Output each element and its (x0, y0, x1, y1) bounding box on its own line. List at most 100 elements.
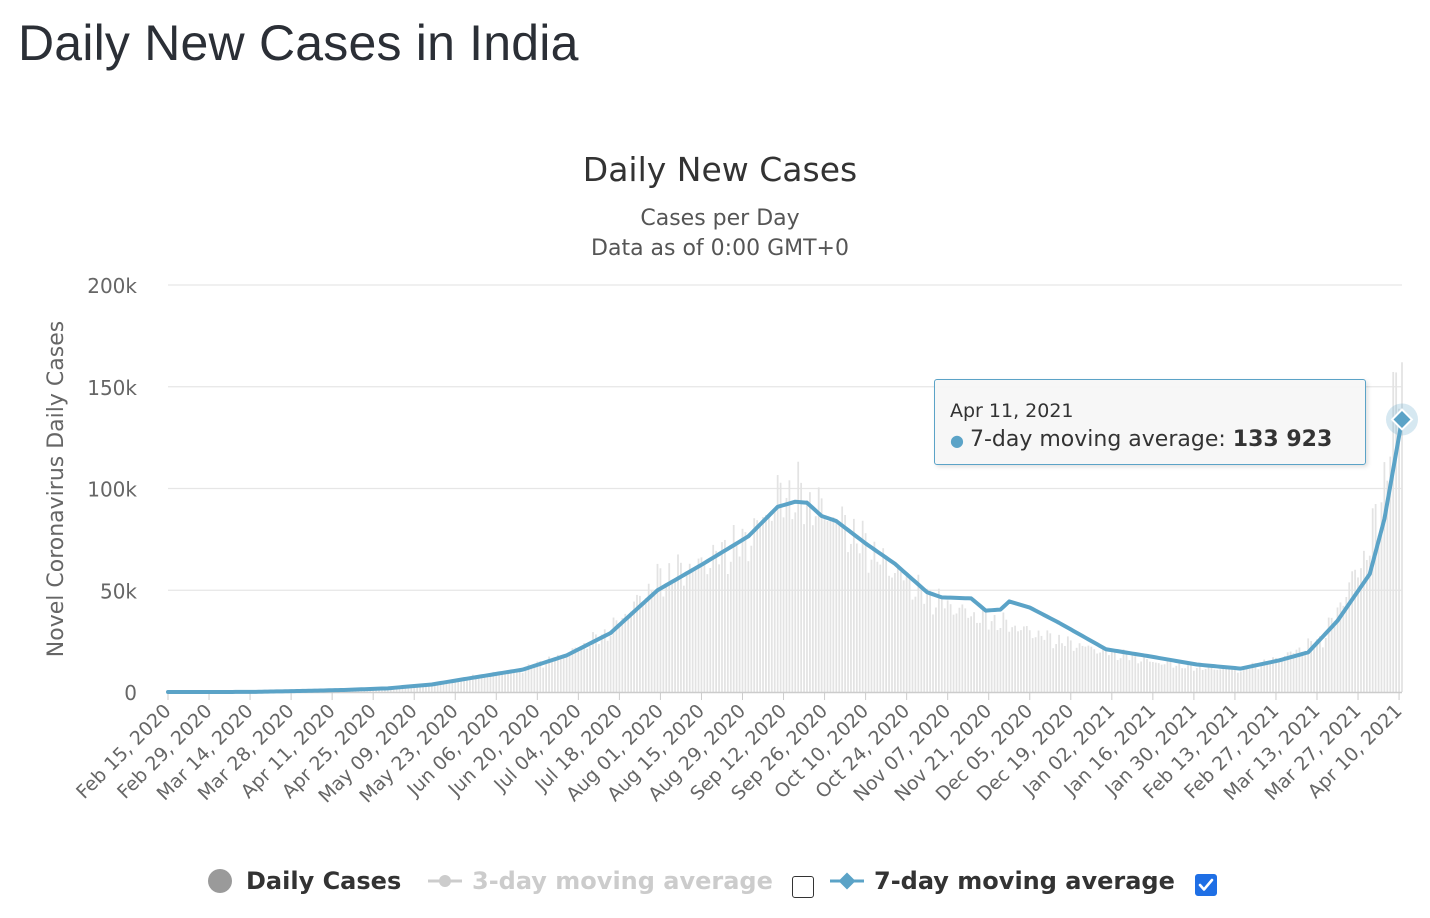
daily-bar (665, 583, 668, 692)
series-dot-icon: ● (950, 431, 964, 450)
daily-bar (1234, 667, 1236, 692)
daily-bar (1351, 571, 1354, 692)
daily-bar (1213, 669, 1216, 692)
daily-bar (685, 575, 688, 692)
daily-bar (1028, 630, 1031, 692)
daily-bar (633, 601, 635, 692)
daily-bar (1046, 630, 1049, 692)
daily-bar (756, 520, 759, 692)
y-tick-label: 150k (87, 376, 137, 400)
daily-bar (671, 581, 674, 692)
daily-bar (603, 629, 606, 692)
daily-bar (1069, 640, 1072, 692)
daily-bar (1116, 660, 1119, 692)
daily-bar (832, 517, 835, 692)
daily-bar (741, 528, 744, 692)
daily-bar (600, 634, 603, 692)
daily-bar (882, 548, 885, 692)
daily-bar (1066, 636, 1069, 692)
daily-bar (498, 674, 501, 692)
daily-bar (946, 600, 949, 692)
daily-bar (492, 671, 495, 692)
daily-bar (1371, 508, 1374, 692)
moving-average-line[interactable] (166, 403, 1418, 694)
daily-bar (512, 671, 515, 692)
daily-bar (1389, 456, 1392, 692)
daily-bar (427, 683, 430, 692)
daily-bar (1239, 671, 1242, 692)
daily-bar (1225, 668, 1228, 692)
daily-bar (1122, 649, 1125, 692)
daily-bar (1242, 666, 1245, 692)
daily-bar (615, 620, 618, 692)
daily-bar (1040, 635, 1043, 692)
daily-bar (433, 683, 436, 692)
daily-bar (1236, 672, 1239, 692)
daily-bar (1286, 652, 1289, 692)
daily-bar (422, 685, 424, 692)
daily-bar (1078, 643, 1081, 692)
daily-bar (1052, 648, 1055, 692)
daily-bar (1160, 664, 1163, 692)
daily-bar (469, 678, 471, 692)
daily-bar (401, 687, 404, 692)
daily-bar (1289, 651, 1292, 692)
daily-bar (902, 580, 905, 692)
daily-bar (694, 565, 697, 692)
daily-bar (392, 688, 395, 692)
daily-bar (788, 480, 791, 692)
daily-bar (518, 668, 521, 692)
daily-bar (861, 520, 864, 692)
daily-bar (1360, 568, 1362, 692)
daily-bar (990, 621, 993, 692)
daily-bar (1023, 626, 1025, 692)
daily-bar (1081, 645, 1084, 692)
daily-bar (466, 679, 468, 692)
daily-bar (1184, 668, 1186, 692)
daily-bar (589, 646, 591, 692)
daily-bar (659, 568, 662, 692)
daily-bar (1254, 662, 1257, 692)
daily-bar (580, 646, 583, 692)
daily-bar (425, 685, 427, 692)
checkbox-3-day-average[interactable] (792, 876, 814, 898)
ma7-line[interactable] (166, 417, 1404, 694)
daily-bar (952, 614, 955, 692)
daily-bar (495, 672, 498, 692)
daily-bar (439, 682, 442, 692)
daily-bar (973, 612, 975, 692)
daily-bar (732, 525, 735, 692)
daily-bar (539, 661, 542, 692)
daily-bar (445, 682, 448, 692)
legend-item-3-day-average[interactable]: 3-day moving average (428, 864, 773, 898)
legend-item-daily-cases[interactable]: Daily Cases (206, 864, 401, 898)
daily-bar (1354, 569, 1356, 692)
daily-bar (454, 679, 457, 692)
daily-bar (457, 681, 460, 692)
daily-bar (844, 514, 846, 692)
daily-bar (1310, 641, 1313, 692)
daily-bar (556, 654, 559, 692)
daily-bar (650, 590, 653, 692)
daily-bar (1336, 607, 1339, 692)
daily-bar (1017, 631, 1019, 692)
daily-bar (530, 666, 533, 692)
daily-bar (923, 603, 926, 692)
legend-item-7-day-average[interactable]: 7-day moving average (830, 864, 1175, 898)
daily-bar (398, 686, 401, 692)
daily-bar (521, 672, 524, 692)
checkbox-7-day-average[interactable] (1195, 874, 1217, 896)
daily-bar (1201, 669, 1204, 692)
daily-bar (680, 562, 682, 692)
daily-bar (1251, 662, 1254, 692)
daily-bar (1210, 666, 1213, 692)
daily-bar (841, 506, 844, 692)
daily-bar (1339, 602, 1342, 692)
daily-bar (759, 522, 761, 692)
daily-bar (586, 648, 589, 692)
hover-point-diamond-icon[interactable] (1390, 408, 1414, 431)
daily-bar (744, 532, 747, 692)
daily-bar (545, 663, 547, 692)
